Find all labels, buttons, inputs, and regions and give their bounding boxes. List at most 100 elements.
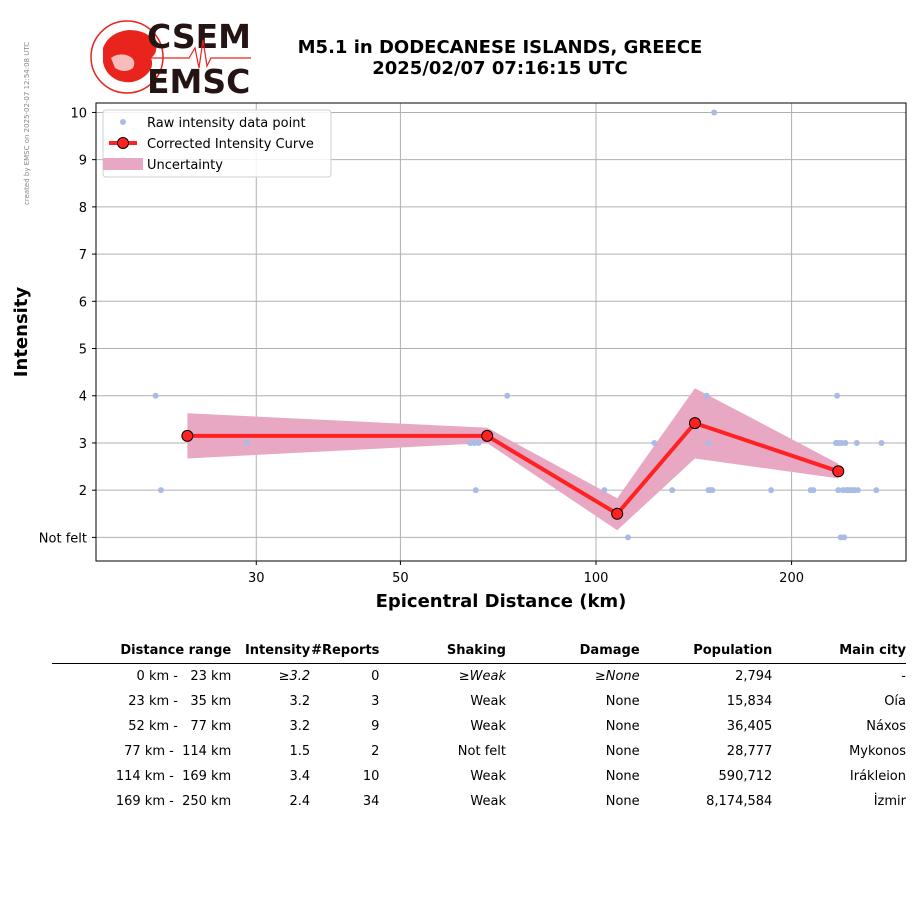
plot-frame xyxy=(95,102,907,562)
y-tick-label: 9 xyxy=(79,154,87,169)
raw-data-point xyxy=(705,439,712,446)
curve-marker xyxy=(611,507,624,520)
table-cell: ≥None xyxy=(594,669,640,684)
table-cell: 2 xyxy=(371,744,380,759)
table-cell: 52 km - 77 km xyxy=(128,719,232,734)
y-tick-label: 5 xyxy=(79,343,87,358)
uncertainty-band xyxy=(187,388,839,531)
table-cell: 28,777 xyxy=(726,744,773,759)
table-header-cell: Shaking xyxy=(446,642,506,658)
table-row: 52 km - 77 km 3.2 9 Weak None 36,405 Náxos xyxy=(52,714,906,739)
table-row: 169 km - 250 km 2.4 34 Weak None 8,174,584 İzm… xyxy=(52,789,906,814)
table-header-cell: Distance range xyxy=(120,642,232,658)
legend: Raw intensity data point Corrected Intens… xyxy=(102,109,332,178)
table-cell: 169 km - 250 km xyxy=(115,794,232,809)
table-cell: None xyxy=(605,694,640,709)
table-row: 114 km - 169 km 3.4 10 Weak None 590,712 Irákl… xyxy=(52,764,906,789)
legend-curve-marker xyxy=(117,137,129,149)
intensity-chart: 30 50 100 200 Not felt 2 3 4 5 6 7 8 9 10 Epicentral D… xyxy=(11,102,907,612)
raw-data-point xyxy=(651,439,658,446)
x-tick-label: 200 xyxy=(779,571,804,586)
raw-data-point xyxy=(243,439,250,446)
table-cell: 9 xyxy=(371,719,380,734)
raw-data-point xyxy=(711,109,718,116)
legend-raw-marker xyxy=(120,119,126,125)
x-tick-label: 30 xyxy=(248,571,265,586)
table-cell: None xyxy=(605,744,640,759)
curve-marker xyxy=(481,429,494,442)
table-cell: 1.5 xyxy=(289,744,311,759)
raw-data-point xyxy=(504,392,511,399)
table-cell: 23 km - 35 km xyxy=(128,694,232,709)
logo-text-csem: CSEM xyxy=(147,18,251,56)
table-header-cell: #Reports xyxy=(311,642,380,658)
x-tick-label: 50 xyxy=(392,571,409,586)
table-cell: 3.2 xyxy=(289,719,311,734)
table-cell: - xyxy=(901,669,906,684)
table-cell: 3.2 xyxy=(289,694,311,709)
raw-data-point xyxy=(709,487,716,494)
table-cell: 36,405 xyxy=(726,719,773,734)
raw-data-point xyxy=(854,487,861,494)
table-header-row: Distance range Intensity #Reports Shaking Da… xyxy=(52,640,906,664)
table-cell: 3.4 xyxy=(289,769,311,784)
y-tick-label: Not felt xyxy=(39,531,87,546)
table-cell: Weak xyxy=(470,769,506,784)
title-datetime: 2025/02/07 07:16:15 UTC xyxy=(372,58,628,79)
legend-label: Uncertainty xyxy=(147,158,223,173)
raw-data-point xyxy=(810,487,817,494)
intensity-table: Distance range Intensity #Reports Shaking Da… xyxy=(52,640,906,814)
y-tick-label: 2 xyxy=(79,484,87,499)
table-cell: 3 xyxy=(371,694,380,709)
raw-data-point xyxy=(601,487,608,494)
table-cell: 10 xyxy=(362,769,380,784)
raw-data-point xyxy=(835,487,842,494)
curve-marker xyxy=(832,465,845,478)
table-cell: None xyxy=(605,794,640,809)
table-cell: 590,712 xyxy=(718,769,773,784)
raw-data-point xyxy=(475,439,482,446)
raw-data-point xyxy=(467,439,474,446)
table-header-cell: Damage xyxy=(579,642,640,658)
table-cell: 2.4 xyxy=(289,794,311,809)
table-cell: Mykonos xyxy=(849,744,906,759)
table-cell: None xyxy=(605,719,640,734)
table-cell: 114 km - 169 km xyxy=(115,769,232,784)
table-row: 0 km - 23 km ≥3.2 0 ≥Weak ≥None 2,794 - xyxy=(52,664,906,690)
raw-data-point xyxy=(669,487,676,494)
y-axis-label: Intensity xyxy=(11,287,32,378)
y-tick-label: 6 xyxy=(79,295,87,310)
table-cell: 2,794 xyxy=(735,669,773,684)
table-cell: Not felt xyxy=(457,744,506,759)
raw-data-point xyxy=(873,487,880,494)
table-cell: Náxos xyxy=(866,719,906,734)
table-cell: Oía xyxy=(884,694,906,709)
y-tick-label: 4 xyxy=(79,390,87,405)
table-header-cell: Intensity xyxy=(244,642,311,658)
table-cell: ≥3.2 xyxy=(278,669,311,684)
table-cell: 77 km - 114 km xyxy=(124,744,232,759)
legend-box xyxy=(102,109,332,178)
table-cell: 34 xyxy=(362,794,380,809)
y-tick-label: 10 xyxy=(70,106,87,121)
table-cell: 15,834 xyxy=(726,694,773,709)
table-header-cell: Population xyxy=(693,642,773,658)
curve-marker xyxy=(181,429,194,442)
raw-data-point xyxy=(624,534,631,541)
emsc-logo: CSEM EMSC xyxy=(90,18,251,98)
x-tick-label: 100 xyxy=(584,571,609,586)
raw-data-point xyxy=(472,487,479,494)
y-tick-label: 3 xyxy=(79,437,87,452)
raw-data-point xyxy=(471,439,478,446)
raw-data-point xyxy=(768,487,775,494)
table-cell: İzmir xyxy=(873,794,906,809)
corrected-intensity-curve xyxy=(187,421,839,516)
table-cell: ≥Weak xyxy=(458,669,506,684)
y-tick-label: 7 xyxy=(79,248,87,263)
title-event: M5.1 in DODECANESE ISLANDS, GREECE xyxy=(297,37,703,58)
table-cell: None xyxy=(605,769,640,784)
curve-marker xyxy=(688,417,701,430)
table-cell: 8,174,584 xyxy=(706,794,773,809)
table-cell: 0 km - 23 km xyxy=(136,669,232,684)
chart-title: M5.1 in DODECANESE ISLANDS, GREECE 2025/… xyxy=(255,37,745,79)
